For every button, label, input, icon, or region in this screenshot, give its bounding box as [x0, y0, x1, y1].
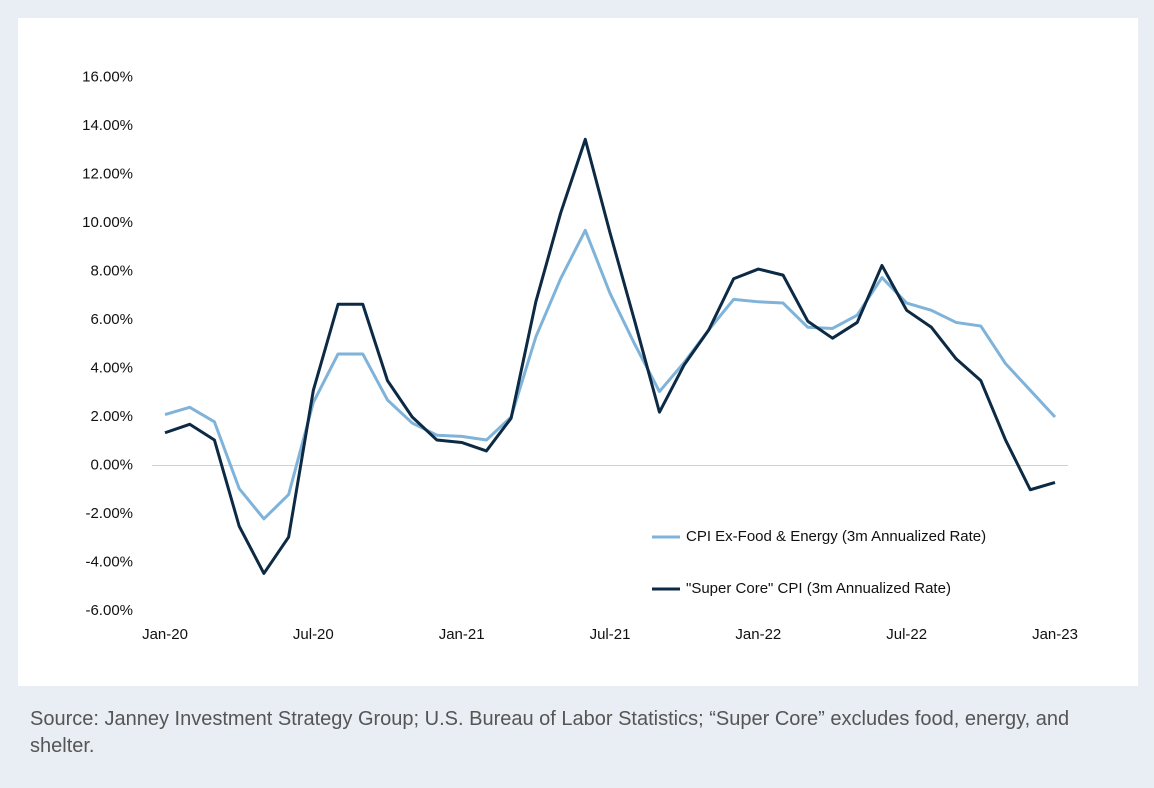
- series-line: [164, 228, 1057, 521]
- y-tick-label: -2.00%: [85, 505, 133, 522]
- x-tick-label: Jan-21: [439, 626, 485, 643]
- y-tick-label: -6.00%: [85, 602, 133, 619]
- legend-label: "Super Core" CPI (3m Annualized Rate): [686, 580, 951, 597]
- y-tick-label: 4.00%: [90, 359, 133, 376]
- source-note: Source: Janney Investment Strategy Group…: [30, 708, 1070, 757]
- y-tick-label: -4.00%: [85, 553, 133, 570]
- series-line: [164, 137, 1056, 575]
- y-tick-label: 12.00%: [82, 165, 133, 182]
- chart: -6.00% -4.00% -2.00% 0.00% 2.00% 4.00% 6.00% 8.…: [82, 68, 1078, 643]
- x-tick-label: Jul-22: [886, 626, 927, 643]
- y-tick-label: 6.00%: [90, 311, 133, 328]
- x-tick-label: Jan-23: [1032, 626, 1078, 643]
- y-tick-label: 0.00%: [90, 456, 133, 473]
- y-tick-label: 14.00%: [82, 117, 133, 134]
- y-tick-label: 16.00%: [82, 68, 133, 85]
- legend-label: CPI Ex-Food & Energy (3m Annualized Rate…: [686, 528, 986, 545]
- x-tick-label: Jul-20: [293, 626, 334, 643]
- y-tick-label: 8.00%: [90, 262, 133, 279]
- y-tick-label: 10.00%: [82, 214, 133, 231]
- x-tick-label: Jan-22: [735, 626, 781, 643]
- y-tick-label: 2.00%: [90, 408, 133, 425]
- x-tick-label: Jan-20: [142, 626, 188, 643]
- x-tick-label: Jul-21: [590, 626, 631, 643]
